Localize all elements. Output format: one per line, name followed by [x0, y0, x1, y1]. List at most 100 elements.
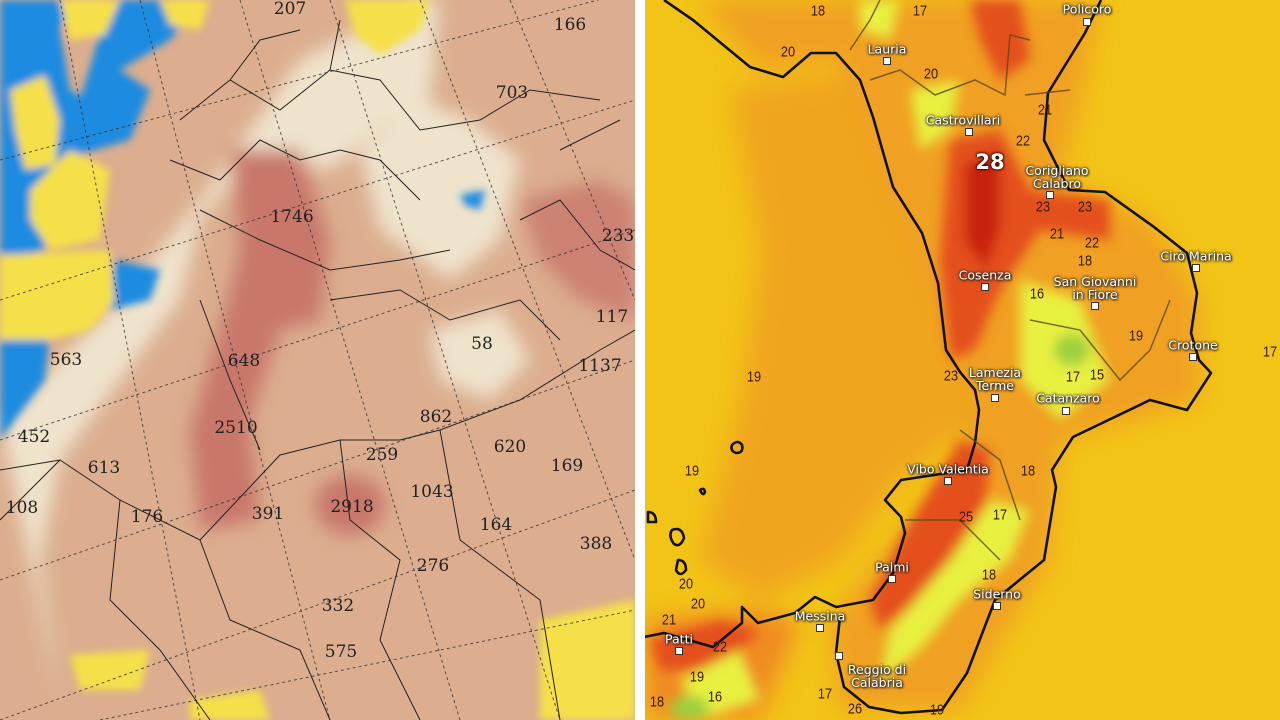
temperature-value: 22	[1015, 132, 1031, 150]
temperature-value: 21	[661, 611, 677, 629]
dust-value: 259	[365, 445, 399, 465]
city-marker	[1046, 191, 1054, 199]
dust-value: 2510	[214, 418, 258, 438]
dust-value: 1137	[578, 356, 622, 376]
hot-ridge-aspromonte	[870, 440, 990, 630]
city-label-san-giovanni-in-fiore: San Giovanni in Fiore	[1053, 274, 1137, 302]
low-dust-north	[345, 0, 430, 55]
max-temperature-value: 28	[975, 150, 1005, 174]
dust-value: 575	[324, 642, 358, 662]
city-label-palmi: Palmi	[875, 559, 909, 575]
dust-value: 176	[130, 507, 164, 527]
city-label-lamezia-terme: Lamezia Terme	[968, 365, 1022, 393]
dust-value: 613	[87, 458, 121, 478]
temperature-map-calabria: 18 17 20 20 21 22 28 23 23 21 22 18 16 1…	[645, 0, 1280, 720]
city-marker	[991, 394, 999, 402]
city-marker	[675, 647, 683, 655]
dust-value: 332	[321, 596, 355, 616]
dust-value: 648	[227, 351, 261, 371]
dust-value: 276	[416, 556, 450, 576]
dust-value: 58	[471, 334, 493, 354]
temperature-value: 20	[690, 595, 706, 613]
temperature-value: 19	[929, 701, 945, 719]
dust-value: 620	[493, 437, 527, 457]
city-label-corigliano-calabro: Corigliano Calabro	[1025, 163, 1089, 191]
temperature-value: 23	[1035, 198, 1051, 216]
temperature-value: 20	[923, 65, 939, 83]
city-marker	[835, 652, 843, 660]
temperature-value: 20	[780, 43, 796, 61]
temperature-value: 26	[847, 700, 863, 718]
graticule	[0, 0, 635, 720]
dust-value: 1746	[270, 207, 314, 227]
city-label-siderno: Siderno	[973, 586, 1021, 602]
dust-value: 233	[601, 226, 635, 246]
temperature-value: 17	[817, 685, 833, 703]
city-label-patti: Patti	[665, 631, 693, 647]
dust-value: 207	[273, 0, 307, 19]
temperature-value: 18	[810, 2, 826, 20]
dust-value: 862	[419, 407, 453, 427]
temperature-value: 18	[1020, 462, 1036, 480]
dust-value: 388	[579, 534, 613, 554]
dust-value: 108	[5, 498, 39, 518]
temperature-value: 19	[746, 368, 762, 386]
dust-value: 117	[595, 307, 629, 327]
temperature-value: 19	[689, 668, 705, 686]
city-marker	[965, 128, 973, 136]
temperature-value: 20	[678, 575, 694, 593]
city-marker	[883, 57, 891, 65]
light-dust-south	[430, 310, 530, 400]
city-marker	[1062, 407, 1070, 415]
city-marker	[1192, 264, 1200, 272]
low-dust-france	[30, 150, 110, 250]
dust-value: 703	[495, 83, 529, 103]
temperature-value: 21	[1049, 225, 1065, 243]
light-dust-east	[360, 100, 520, 280]
dust-value: 1043	[410, 482, 454, 502]
cool-highlands	[680, 0, 1110, 720]
temperature-value: 16	[1029, 285, 1045, 303]
temperature-value: 18	[649, 693, 665, 711]
temperature-value: 21	[1037, 101, 1053, 119]
city-label-lauria: Lauria	[867, 41, 907, 57]
city-label-reggio-di-calabria: Reggio di Calabria	[847, 662, 907, 690]
city-marker	[816, 624, 824, 632]
temperature-value: 16	[707, 688, 723, 706]
dust-value: 2918	[330, 497, 374, 517]
coolest-area	[1054, 334, 1090, 366]
city-marker	[981, 283, 989, 291]
dust-value: 164	[479, 515, 513, 535]
city-marker	[1189, 353, 1197, 361]
dust-value: 166	[553, 15, 587, 35]
dust-value: 452	[17, 427, 51, 447]
temperature-value: 25	[958, 508, 974, 526]
low-dust-uk	[10, 0, 210, 170]
coolest-area	[670, 696, 710, 720]
temperature-value: 17	[1262, 343, 1278, 361]
temperature-value: 23	[1077, 198, 1093, 216]
city-marker	[1091, 302, 1099, 310]
temperature-value: 18	[1077, 252, 1093, 270]
city-marker	[993, 602, 1001, 610]
temperature-value: 23	[943, 367, 959, 385]
country-borders	[0, 19, 635, 720]
city-label-castrovillari: Castrovillari	[925, 112, 1001, 128]
coastline	[645, 0, 1213, 715]
temperature-value: 18	[981, 566, 997, 584]
dust-concentration-map: 207 166 703 1746 233 117 563 648 58 1137…	[0, 0, 635, 720]
city-label-policoro: Policoro	[1062, 1, 1112, 17]
temperature-value: 22	[1084, 234, 1100, 252]
temperature-value: 17	[912, 2, 928, 20]
temperature-map-fills	[645, 0, 1213, 720]
city-label-ciro-marina: Cirò Marina	[1160, 248, 1232, 264]
dust-value: 391	[251, 504, 285, 524]
city-label-messina: Messina	[794, 608, 846, 624]
city-label-catanzaro: Catanzaro	[1036, 390, 1100, 406]
temperature-value: 17	[1065, 368, 1081, 386]
temperature-value: 19	[1128, 327, 1144, 345]
dust-value: 169	[550, 456, 584, 476]
temperature-value: 22	[712, 638, 728, 656]
temperature-value: 15	[1089, 366, 1105, 384]
high-dust-central	[190, 150, 330, 530]
